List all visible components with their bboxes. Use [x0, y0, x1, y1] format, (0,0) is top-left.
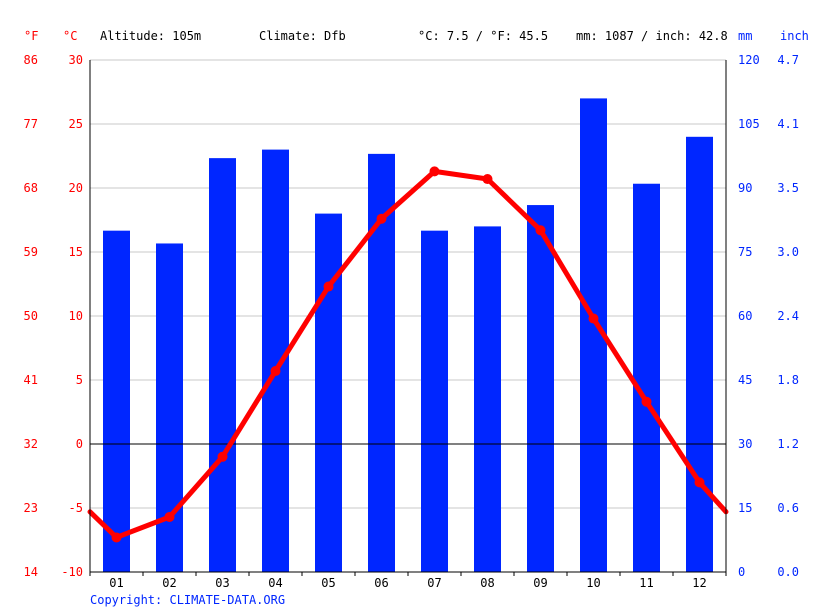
mm-tick-label: 45	[738, 373, 752, 387]
mm-tick-label: 0	[738, 565, 745, 579]
temperature-point	[429, 166, 440, 177]
precip-bar	[686, 136, 713, 573]
celsius-tick-label: 20	[69, 181, 83, 195]
celsius-tick-label: 0	[76, 437, 83, 451]
fahrenheit-unit-label: °F	[24, 29, 38, 43]
precip-bar	[633, 183, 660, 572]
precip-bar	[527, 205, 554, 573]
x-tick-label: 03	[215, 576, 229, 590]
chart-header: °F °C Altitude: 105m Climate: Dfb °C: 7.…	[24, 29, 809, 43]
inch-tick-label: 3.0	[777, 245, 799, 259]
temperature-point	[694, 477, 705, 488]
precip-bar	[103, 230, 130, 572]
fahrenheit-tick-label: 68	[24, 181, 38, 195]
inch-tick-label: 0.6	[777, 501, 799, 515]
inch-tick-label: 4.1	[777, 117, 799, 131]
mm-tick-label: 75	[738, 245, 752, 259]
fahrenheit-tick-label: 59	[24, 245, 38, 259]
temperature-point	[164, 511, 175, 522]
precip-bar	[315, 213, 342, 572]
avg-temp-label: °C: 7.5 / °F: 45.5	[418, 29, 548, 43]
temperature-line-group	[87, 166, 729, 543]
celsius-tick-label: -5	[69, 501, 83, 515]
inch-tick-label: 3.5	[777, 181, 799, 195]
x-tick-label: 04	[268, 576, 282, 590]
celsius-tick-label: -10	[61, 565, 83, 579]
temperature-point	[376, 213, 387, 224]
precip-bar	[209, 158, 236, 572]
celsius-unit-label: °C	[63, 29, 77, 43]
x-tick-label: 09	[533, 576, 547, 590]
celsius-tick-label: 10	[69, 309, 83, 323]
x-tick-label: 08	[480, 576, 494, 590]
celsius-tick-label: 5	[76, 373, 83, 387]
inch-tick-label: 2.4	[777, 309, 799, 323]
celsius-tick-label: 30	[69, 53, 83, 67]
climate-label: Climate: Dfb	[259, 29, 346, 43]
inch-tick-label: 1.2	[777, 437, 799, 451]
fahrenheit-tick-label: 32	[24, 437, 38, 451]
temperature-point	[111, 532, 122, 543]
mm-tick-label: 105	[738, 117, 760, 131]
fahrenheit-tick-label: 77	[24, 117, 38, 131]
fahrenheit-tick-label: 14	[24, 565, 38, 579]
x-tick-label: 06	[374, 576, 388, 590]
temperature-point	[270, 366, 281, 377]
precip-bar	[474, 226, 501, 572]
x-tick-label: 10	[586, 576, 600, 590]
fahrenheit-tick-label: 23	[24, 501, 38, 515]
precip-bar	[262, 149, 289, 572]
precip-bar	[421, 230, 448, 572]
inch-tick-label: 4.7	[777, 53, 799, 67]
precipitation-bars	[103, 98, 713, 573]
fahrenheit-tick-label: 86	[24, 53, 38, 67]
temperature-point	[641, 396, 652, 407]
x-tick-label: 07	[427, 576, 441, 590]
celsius-tick-label: 25	[69, 117, 83, 131]
mm-tick-label: 90	[738, 181, 752, 195]
x-tick-label: 12	[692, 576, 706, 590]
mm-tick-label: 120	[738, 53, 760, 67]
fahrenheit-tick-label: 50	[24, 309, 38, 323]
x-tick-label: 05	[321, 576, 335, 590]
fahrenheit-tick-label: 41	[24, 373, 38, 387]
mm-unit-label: mm	[738, 29, 752, 43]
temperature-point	[535, 225, 546, 236]
celsius-tick-label: 15	[69, 245, 83, 259]
altitude-label: Altitude: 105m	[100, 29, 201, 43]
temperature-point	[482, 174, 493, 185]
temperature-line	[87, 168, 729, 540]
precip-total-label: mm: 1087 / inch: 42.8	[576, 29, 728, 43]
mm-tick-label: 15	[738, 501, 752, 515]
temperature-point	[217, 451, 228, 462]
x-tick-label: 01	[109, 576, 123, 590]
temperature-point	[588, 313, 599, 324]
temperature-point	[323, 281, 334, 292]
mm-tick-label: 30	[738, 437, 752, 451]
copyright-text: Copyright: CLIMATE-DATA.ORG	[90, 593, 285, 607]
x-tick-label: 11	[639, 576, 653, 590]
mm-tick-label: 60	[738, 309, 752, 323]
inch-tick-label: 0.0	[777, 565, 799, 579]
inch-unit-label: inch	[780, 29, 809, 43]
x-tick-label: 02	[162, 576, 176, 590]
inch-tick-label: 1.8	[777, 373, 799, 387]
